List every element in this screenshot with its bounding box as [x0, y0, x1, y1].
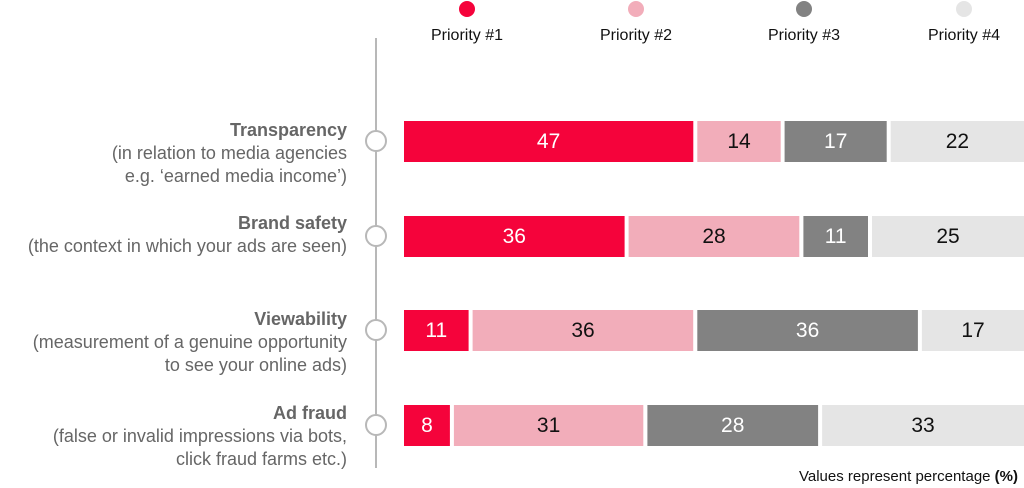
- data-label-ad-fraud-priority-2: 31: [537, 414, 560, 437]
- bar-ad-fraud-priority-3: [647, 405, 819, 446]
- data-label-ad-fraud-priority-3: 28: [721, 414, 744, 437]
- data-label-brand-safety-priority-2: 28: [702, 225, 725, 248]
- category-description-viewability: to see your online ads): [165, 355, 347, 375]
- bar-transparency-priority-2: [697, 121, 781, 162]
- values-note-text: Values represent percentage: [799, 468, 995, 485]
- bar-transparency-priority-4: [890, 121, 1024, 162]
- values-note-unit: (%): [995, 468, 1018, 485]
- values-note: Values represent percentage (%): [799, 468, 1018, 485]
- category-node-viewability: [365, 319, 387, 341]
- bar-viewability-priority-4: [921, 310, 1024, 351]
- bar-ad-fraud-priority-4: [822, 405, 1024, 446]
- legend-label-priority-3: Priority #3: [768, 27, 840, 44]
- bar-brand-safety-priority-3: [803, 216, 868, 257]
- bar-viewability-priority-2: [472, 310, 694, 351]
- data-label-transparency-priority-1: 47: [537, 130, 560, 153]
- category-node-brand-safety: [365, 225, 387, 247]
- legend-label-priority-1: Priority #1: [431, 27, 503, 44]
- bars: 47 14 17 22 36 28 11 25 11 36 36 17 8 31 28 33: [404, 121, 1024, 446]
- bar-brand-safety-priority-4: [872, 216, 1024, 257]
- legend-marker-priority-4: [956, 1, 972, 17]
- legend-label-priority-4: Priority #4: [928, 27, 1000, 44]
- bar-brand-safety-priority-2: [628, 216, 800, 257]
- category-title-ad-fraud: Ad fraud: [273, 403, 347, 423]
- data-label-viewability-priority-1: 11: [425, 319, 447, 342]
- data-label-brand-safety-priority-3: 11: [825, 225, 847, 248]
- category-title-brand-safety: Brand safety: [238, 213, 347, 233]
- category-title-transparency: Transparency: [230, 120, 347, 140]
- bar-transparency-priority-3: [784, 121, 887, 162]
- data-label-viewability-priority-3: 36: [796, 319, 819, 342]
- data-label-viewability-priority-4: 17: [961, 319, 984, 342]
- legend-marker-priority-2: [628, 1, 644, 17]
- category-description-viewability: (measurement of a genuine opportunity: [33, 332, 347, 352]
- data-label-ad-fraud-priority-4: 33: [911, 414, 934, 437]
- category-description-transparency: e.g. ‘earned media income’): [125, 166, 347, 186]
- legend: Priority #1 Priority #2 Priority #3 Priorit…: [431, 1, 1000, 44]
- category-description-ad-fraud: (false or invalid impressions via bots,: [53, 426, 347, 446]
- legend-marker-priority-1: [459, 1, 475, 17]
- legend-label-priority-2: Priority #2: [600, 27, 672, 44]
- category-labels: Transparency (in relation to media agenci…: [28, 120, 387, 469]
- data-label-ad-fraud-priority-1: 8: [421, 414, 433, 437]
- category-description-brand-safety: (the context in which your ads are seen): [28, 236, 347, 256]
- data-label-transparency-priority-2: 14: [727, 130, 751, 153]
- data-label-transparency-priority-3: 17: [824, 130, 847, 153]
- bar-brand-safety-priority-1: [404, 216, 625, 257]
- data-label-brand-safety-priority-4: 25: [936, 225, 959, 248]
- data-label-viewability-priority-2: 36: [571, 319, 594, 342]
- bar-ad-fraud-priority-1: [404, 405, 450, 446]
- category-node-ad-fraud: [365, 414, 387, 436]
- bar-viewability-priority-3: [697, 310, 918, 351]
- category-node-transparency: [365, 130, 387, 152]
- legend-marker-priority-3: [796, 1, 812, 17]
- category-description-transparency: (in relation to media agencies: [112, 143, 347, 163]
- data-label-transparency-priority-4: 22: [946, 130, 969, 153]
- bar-transparency-priority-1: [404, 121, 694, 162]
- data-label-brand-safety-priority-1: 36: [503, 225, 526, 248]
- category-description-ad-fraud: click fraud farms etc.): [176, 449, 347, 469]
- category-title-viewability: Viewability: [254, 309, 347, 329]
- bar-viewability-priority-1: [404, 310, 469, 351]
- bar-ad-fraud-priority-2: [453, 405, 644, 446]
